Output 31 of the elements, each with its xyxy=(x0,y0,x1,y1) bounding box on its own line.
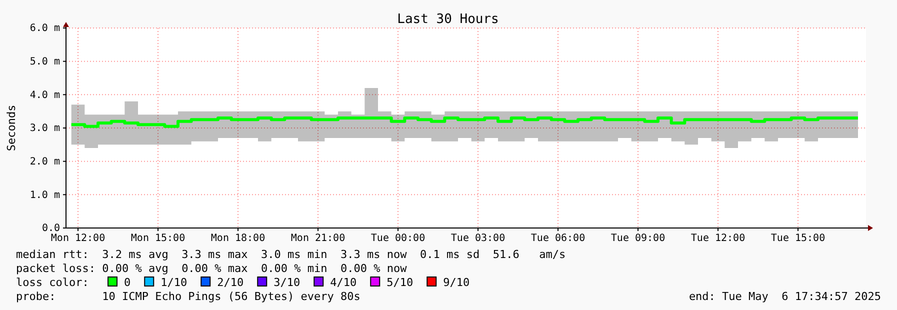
text: packet loss: 0.00 % avg 0.00 % max 0.00 % min 0.00 % now xyxy=(16,262,408,275)
text: 5/10 xyxy=(386,276,414,289)
y-tick-label: 6.0 m xyxy=(30,23,60,34)
text: 9/10 xyxy=(443,276,470,289)
x-tick-label: Tue 12:00 xyxy=(690,233,746,244)
x-tick-label: Tue 03:00 xyxy=(450,233,506,244)
x-tick-label: Tue 15:00 xyxy=(770,233,826,244)
text: probe: 10 ICMP Echo Pings (56 Bytes) every 80s xyxy=(16,290,360,303)
x-tick-label: Mon 18:00 xyxy=(210,233,266,244)
x-tick-label: Mon 12:00 xyxy=(50,233,106,244)
text: 2/10 xyxy=(217,276,244,289)
chart-title: Last 30 Hours xyxy=(397,12,499,27)
y-tick-label: 0.0 xyxy=(42,223,60,234)
x-tick-label: Mon 21:00 xyxy=(290,233,346,244)
x-tick-label: Tue 00:00 xyxy=(370,233,426,244)
x-tick-label: Mon 15:00 xyxy=(130,233,186,244)
text: 3/10 xyxy=(274,276,300,289)
text: median rtt: 3.2 ms avg 3.3 ms max 3.0 ms min 3.3 ms now 0.1 ms sd 51.6 am/s xyxy=(16,248,566,261)
y-tick-label: 4.0 m xyxy=(30,90,60,101)
text: 4/10 xyxy=(330,276,357,289)
y-axis-title: Seconds xyxy=(5,104,18,152)
y-tick-label: 3.0 m xyxy=(30,123,60,134)
y-tick-label: 1.0 m xyxy=(30,190,60,201)
text: loss color: xyxy=(16,276,89,289)
text: end: Tue May 6 17:34:57 2025 xyxy=(688,290,881,303)
text: 0 xyxy=(124,276,131,289)
y-tick-label: 5.0 m xyxy=(30,56,60,68)
x-tick-label: Tue 06:00 xyxy=(530,233,586,244)
y-tick-label: 2.0 m xyxy=(30,156,60,168)
x-tick-label: Tue 09:00 xyxy=(610,233,666,244)
text: 1/10 xyxy=(160,276,188,289)
